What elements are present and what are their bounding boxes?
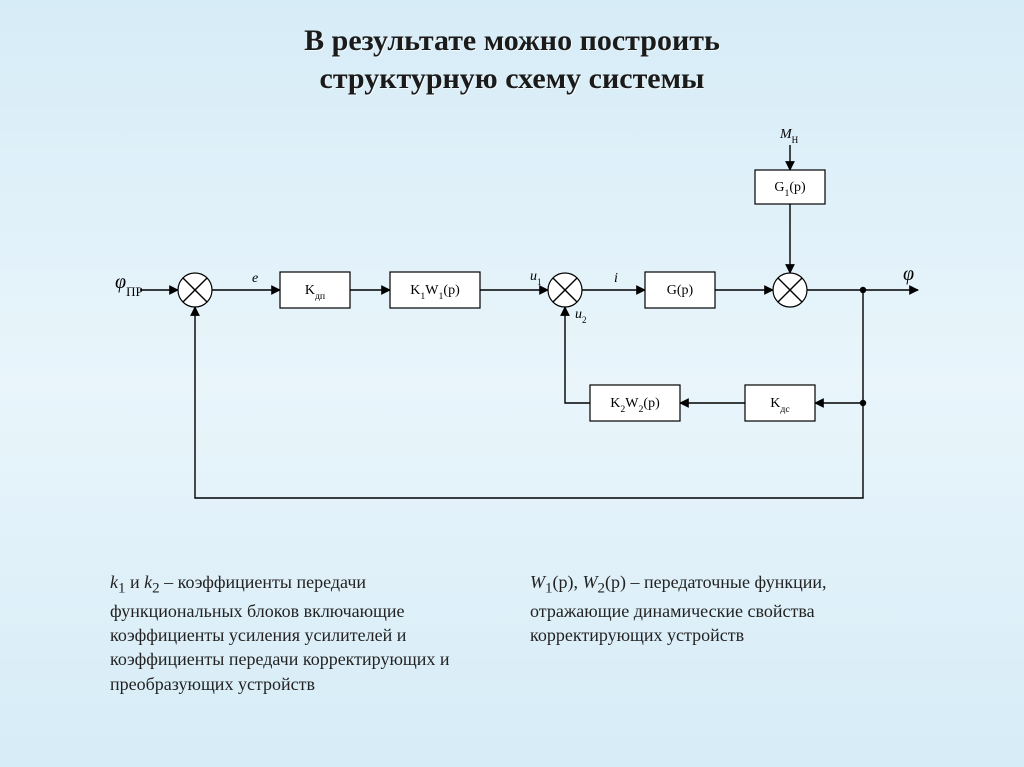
transfer-block-kdp: Kдп: [280, 272, 350, 308]
transfer-block-g1p: G1(p): [755, 170, 825, 204]
svg-text:G(p): G(p): [667, 283, 694, 298]
transfer-block-k2w2: K2W2(p): [590, 385, 680, 421]
block-diagram: Kдп K1W1(p) G(p) G1(p) K2W2(p) Kдс φПР e u1 u2 i M…: [0, 0, 1024, 540]
summing-junction: [548, 273, 582, 307]
caption-left: k1 и k2 – коэффициенты передачи функцион…: [110, 570, 500, 696]
signal-label: φПР: [115, 271, 143, 299]
transfer-block-kds: Kдс: [745, 385, 815, 421]
summing-junction: [178, 273, 212, 307]
transfer-block-k1w1: K1W1(p): [390, 272, 480, 308]
wire: [815, 290, 863, 403]
signal-label: u1: [530, 269, 542, 287]
transfer-block-gp: G(p): [645, 272, 715, 308]
node-dot: [860, 400, 866, 406]
summing-junction: [773, 273, 807, 307]
node-dot: [860, 287, 866, 293]
signal-label: MH: [779, 127, 799, 145]
signal-label: i: [614, 271, 618, 286]
signal-label: u2: [575, 307, 587, 325]
signal-label: e: [252, 271, 258, 286]
signal-label: φ: [903, 263, 914, 285]
caption-right: W1(p), W2(p) – передаточные функции, отр…: [530, 570, 930, 647]
